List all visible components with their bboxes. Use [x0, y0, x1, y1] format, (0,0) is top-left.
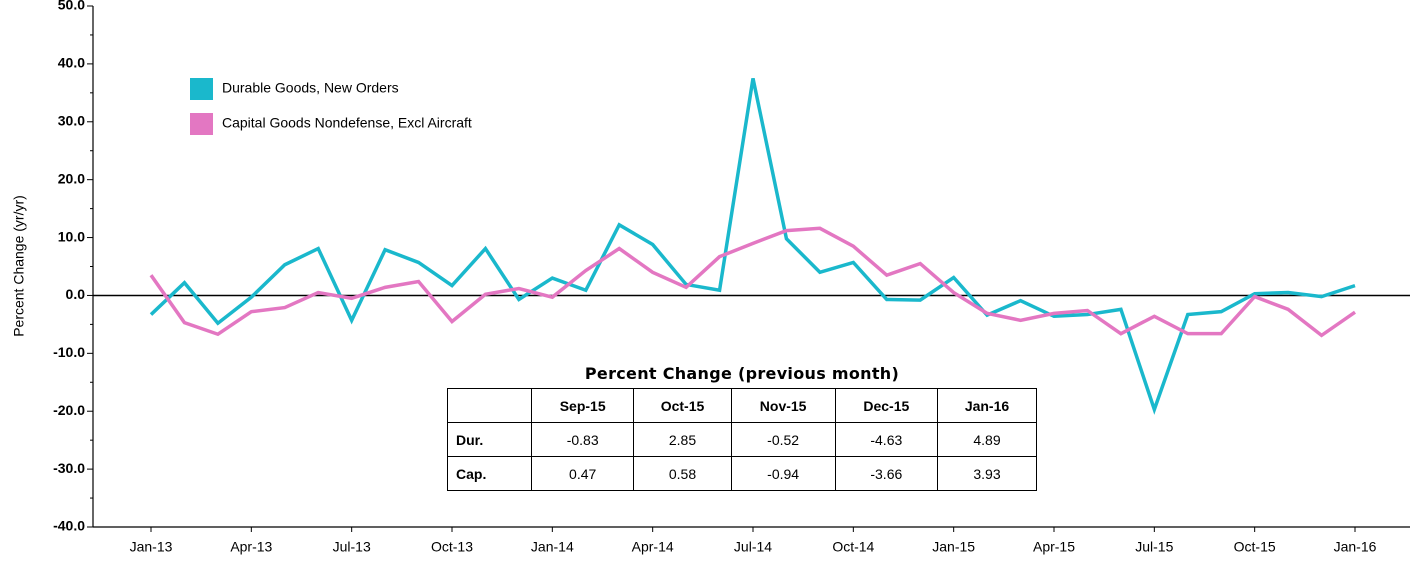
series-line — [149, 226, 1356, 338]
y-tick-label: 30.0 — [58, 112, 85, 128]
corner-cell — [447, 388, 532, 423]
y-axis-label: Percent Change (yr/yr) — [11, 195, 27, 337]
x-tick-label: Jan-16 — [1334, 539, 1377, 555]
x-tick-label: Jul-15 — [1135, 539, 1173, 555]
x-tick-label: Apr-14 — [632, 539, 674, 555]
header-row: Sep-15 Oct-15 Nov-15 Dec-15 Jan-16 — [447, 388, 1037, 423]
legend-swatch — [190, 113, 213, 135]
table-cell: 4.89 — [937, 422, 1037, 457]
table-cell: -0.83 — [530, 422, 635, 457]
y-tick-label: -10.0 — [53, 344, 85, 360]
row-label: Cap. — [447, 456, 532, 491]
y-tick-label: 10.0 — [58, 228, 85, 244]
x-tick-label: Apr-13 — [230, 539, 272, 555]
column-header: Jan-16 — [937, 388, 1037, 423]
column-header: Sep-15 — [530, 388, 635, 423]
y-tick-label: -40.0 — [53, 518, 85, 534]
y-tick-label: 20.0 — [58, 170, 85, 186]
row-label: Dur. — [447, 422, 532, 457]
y-tick-label: 50.0 — [58, 0, 85, 13]
x-tick-label: Jan-14 — [531, 539, 574, 555]
legend-swatch — [190, 78, 213, 100]
y-tick-label: -30.0 — [53, 460, 85, 476]
table-cell: 0.58 — [633, 456, 732, 491]
column-header: Oct-15 — [633, 388, 732, 423]
y-tick-label: 0.0 — [66, 286, 86, 302]
x-tick-label: Jul-14 — [734, 539, 772, 555]
x-tick-label: Jan-13 — [130, 539, 173, 555]
x-tick-label: Oct-15 — [1234, 539, 1276, 555]
table-cell: 3.93 — [937, 456, 1037, 491]
table-block: Percent Change (previous month) Sep-15 Oc… — [447, 360, 1037, 491]
legend-label: Capital Goods Nondefense, Excl Aircraft — [222, 115, 472, 131]
table-cell: 2.85 — [633, 422, 732, 457]
y-tick-label: 40.0 — [58, 55, 85, 71]
x-tick-label: Oct-13 — [431, 539, 473, 555]
series-line — [149, 78, 1356, 415]
y-tick-label: -20.0 — [53, 402, 85, 418]
table: Sep-15 Oct-15 Nov-15 Dec-15 Jan-16 Dur. -0.83 2… — [447, 388, 1037, 491]
table-cell: -0.52 — [730, 422, 836, 457]
x-tick-label: Jul-13 — [333, 539, 371, 555]
table-cell: -0.94 — [730, 456, 836, 491]
column-header: Nov-15 — [730, 388, 836, 423]
table-cell: 0.47 — [530, 456, 635, 491]
table-cell: -3.66 — [834, 456, 939, 491]
x-tick-label: Jan-15 — [932, 539, 975, 555]
table-cell: -4.63 — [834, 422, 939, 457]
table-row: Dur. -0.83 2.85 -0.52 -4.63 4.89 — [447, 422, 1037, 457]
column-header: Dec-15 — [834, 388, 939, 423]
x-tick-label: Apr-15 — [1033, 539, 1075, 555]
legend-label: Durable Goods, New Orders — [222, 80, 399, 96]
table-title: Percent Change (previous month) — [584, 364, 900, 383]
table-row: Cap. 0.47 0.58 -0.94 -3.66 3.93 — [447, 456, 1037, 491]
x-tick-label: Oct-14 — [832, 539, 874, 555]
